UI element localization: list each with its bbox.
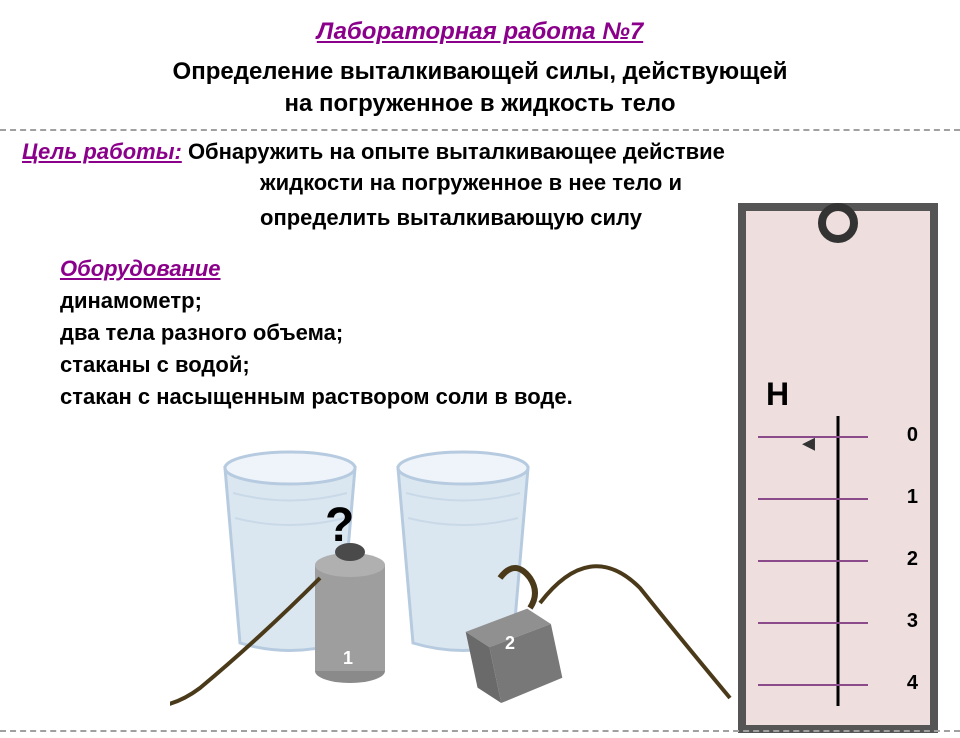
cube-label: 2 bbox=[505, 633, 515, 654]
divider-top bbox=[0, 129, 960, 131]
dynamometer-tick-label: 0 bbox=[907, 424, 918, 447]
dynamometer: Н ◂ 0 1 2 3 4 bbox=[738, 203, 938, 733]
goal-label: Цель работы: bbox=[22, 139, 182, 164]
dynamometer-tick-label: 4 bbox=[907, 672, 918, 695]
dynamometer-tick bbox=[758, 622, 868, 624]
dynamometer-pointer-icon: ◂ bbox=[802, 427, 815, 458]
string-right bbox=[170, 448, 770, 728]
dynamometer-tick-label: 3 bbox=[907, 610, 918, 633]
dynamometer-tick bbox=[758, 684, 868, 686]
dynamometer-tick-label: 2 bbox=[907, 548, 918, 571]
dynamometer-unit: Н bbox=[766, 376, 789, 413]
divider-bottom bbox=[0, 730, 960, 732]
subtitle-line-2: на погруженное в жидкость тело bbox=[284, 90, 675, 117]
goal-text-2: жидкости на погруженное в нее тело и bbox=[0, 165, 960, 200]
lab-title: Лабораторная работа №7 bbox=[0, 18, 960, 46]
lab-subtitle: Определение выталкивающей силы, действую… bbox=[0, 56, 960, 121]
dynamometer-tick bbox=[758, 560, 868, 562]
dynamometer-tick bbox=[758, 498, 868, 500]
goal-row: Цель работы: Обнаружить на опыте выталки… bbox=[0, 139, 960, 165]
dynamometer-tick bbox=[758, 436, 868, 438]
dynamometer-ring-icon bbox=[818, 203, 858, 243]
subtitle-line-1: Определение выталкивающей силы, действую… bbox=[173, 58, 788, 85]
dynamometer-tick-label: 1 bbox=[907, 486, 918, 509]
apparatus-diagram: ? 1 2 bbox=[170, 448, 640, 708]
goal-text-1: Обнаружить на опыте выталкивающее действ… bbox=[188, 139, 725, 164]
